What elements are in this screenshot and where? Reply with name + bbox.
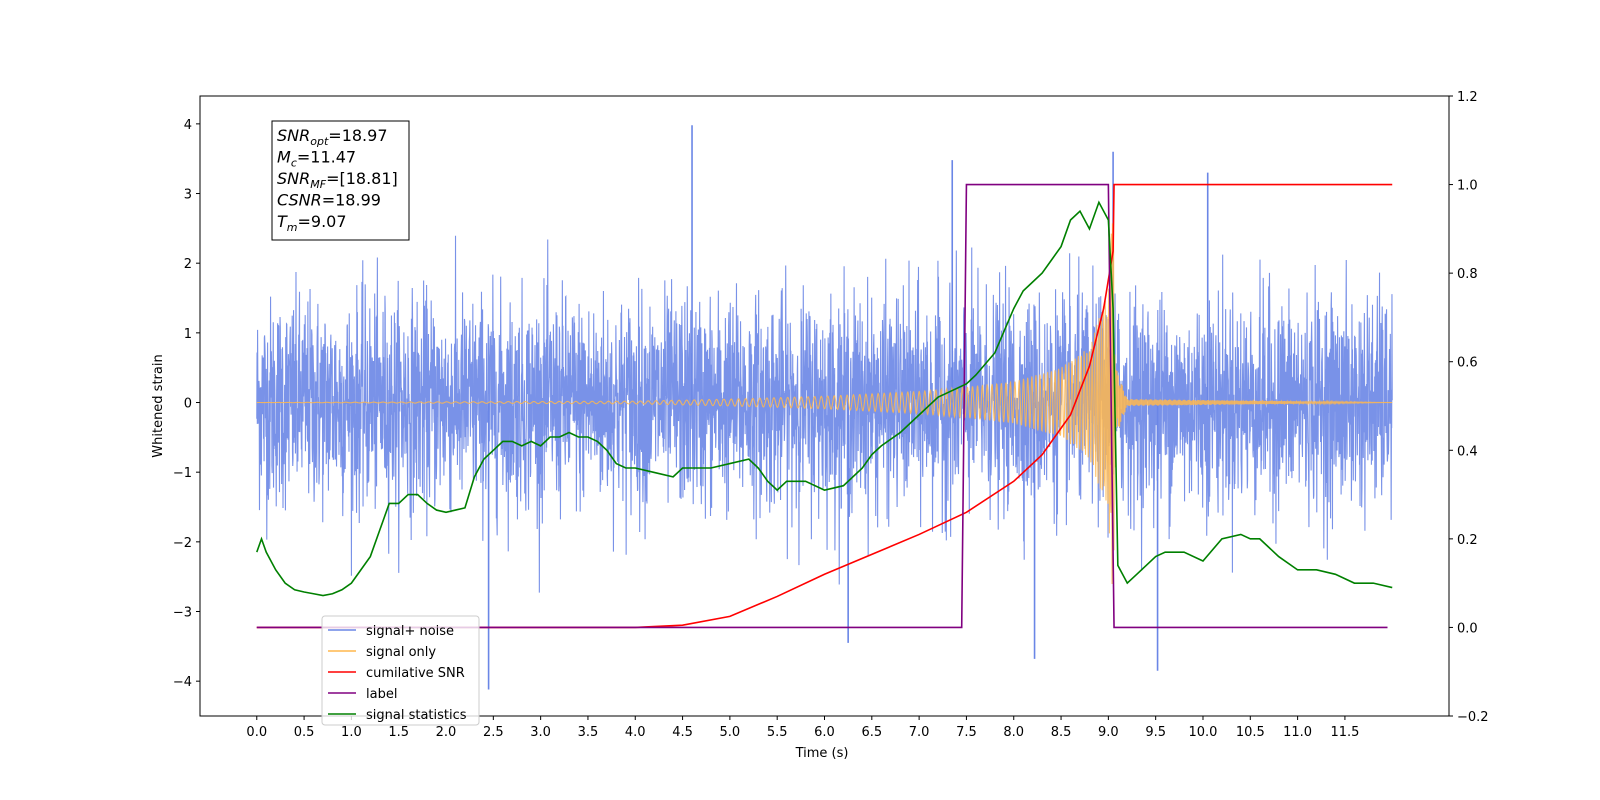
x-tick-label: 2.0 (436, 725, 457, 740)
x-tick-label: 3.5 (578, 725, 599, 740)
x-tick-label: 7.0 (909, 725, 930, 740)
legend-label: signal only (366, 645, 436, 660)
x-tick-label: 9.0 (1098, 725, 1119, 740)
x-axis-title: Time (s) (795, 746, 849, 761)
x-tick-label: 8.5 (1051, 725, 1072, 740)
x-tick-label: 6.5 (861, 725, 882, 740)
legend-frame (321, 615, 480, 726)
stats-annotation-line: Tm=9.07 (277, 212, 347, 234)
series-cumilative-snr-line (256, 183, 1393, 629)
legend-label: signal+ noise (366, 624, 454, 639)
x-tick-label: 2.5 (483, 725, 504, 740)
y-tick-label: −3 (173, 606, 192, 621)
series-label-line (256, 183, 1388, 629)
stats-annotation-line: SNRMF=[18.81] (277, 169, 398, 191)
y-tick-label: −1 (173, 466, 192, 481)
stats-annotation-box: SNRopt=18.97Mc=11.47SNRMF=[18.81]CSNR=18… (271, 120, 410, 241)
x-tick-label: 3.0 (530, 725, 551, 740)
x-tick-label: 11.5 (1330, 725, 1359, 740)
stats-annotation-line: SNRopt=18.97 (277, 126, 388, 148)
y2-tick-label: 1.2 (1457, 90, 1478, 105)
y2-tick-label: 0.6 (1457, 356, 1478, 371)
legend-label: label (366, 687, 397, 702)
x-tick-label: 0.5 (294, 725, 315, 740)
y2-tick-label: 0.0 (1457, 621, 1478, 636)
y-tick-label: 2 (184, 257, 192, 272)
x-tick-label: 4.5 (672, 725, 693, 740)
y-tick-label: −2 (173, 536, 192, 551)
x-tick-label: 10.0 (1189, 725, 1218, 740)
x-tick-label: 7.5 (956, 725, 977, 740)
legend-label: signal statistics (366, 708, 467, 723)
x-tick-label: 11.0 (1283, 725, 1312, 740)
y-tick-label: 3 (184, 188, 192, 203)
x-tick-label: 10.5 (1236, 725, 1265, 740)
x-tick-label: 9.5 (1145, 725, 1166, 740)
y2-tick-label: 0.8 (1457, 267, 1478, 282)
plot-series-layer (256, 125, 1393, 690)
x-tick-label: 0.0 (246, 725, 267, 740)
y-tick-label: 0 (184, 397, 192, 412)
legend-label: cumilative SNR (366, 666, 465, 681)
x-tick-label: 1.5 (388, 725, 409, 740)
y2-tick-label: −0.2 (1457, 710, 1489, 725)
x-tick-label: 8.0 (1003, 725, 1024, 740)
stats-annotation-line: Mc=11.47 (277, 148, 356, 170)
y-tick-label: 4 (184, 118, 192, 133)
series-signal-only-line (256, 213, 1393, 584)
y-axis-title: Whitened strain (151, 354, 166, 457)
y2-tick-label: 0.4 (1457, 444, 1478, 459)
x-tick-label: 6.0 (814, 725, 835, 740)
y2-tick-label: 1.0 (1457, 179, 1478, 194)
x-tick-label: 1.0 (341, 725, 362, 740)
series-signal-statistics-line (256, 200, 1393, 597)
x-tick-label: 5.5 (767, 725, 788, 740)
y-tick-label: −4 (173, 675, 192, 690)
stats-annotation-frame (271, 120, 410, 241)
y-axis-left: 4 3 2 1 0 −1 −2 −3 −4 (173, 118, 200, 690)
y2-tick-label: 0.2 (1457, 533, 1478, 548)
x-tick-label: 5.0 (720, 725, 741, 740)
stats-annotation-line: CSNR=18.99 (277, 191, 381, 210)
x-tick-label: 4.0 (625, 725, 646, 740)
legend: signal+ noise signal only cumilative SNR la… (321, 615, 480, 726)
y-axis-right: 1.2 1.0 0.8 0.6 0.4 0.2 0.0 −0.2 (1449, 90, 1489, 725)
y-tick-label: 1 (184, 327, 192, 342)
